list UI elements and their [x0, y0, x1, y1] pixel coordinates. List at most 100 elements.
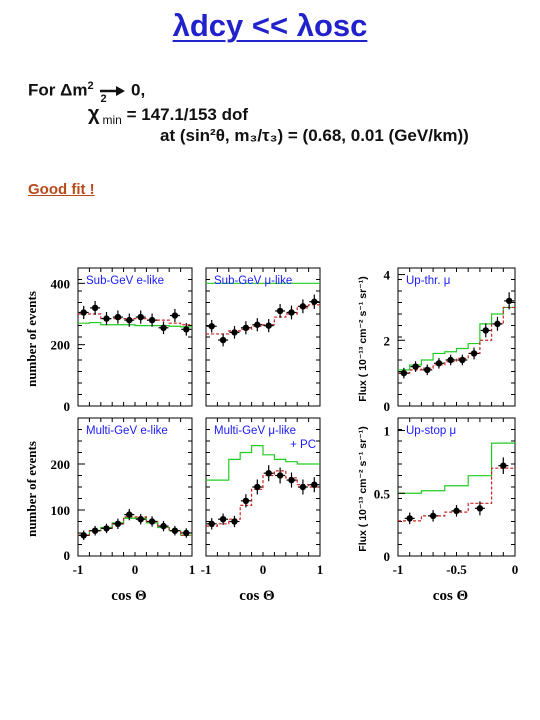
x-tick-label: 1 [189, 562, 196, 577]
data-point [231, 329, 238, 336]
data-point [242, 324, 250, 331]
y-tick-label: 2 [384, 333, 391, 348]
data-point [453, 507, 460, 515]
data-point [219, 516, 227, 523]
panel-frame [397, 417, 516, 557]
panel-label: Sub-GeV μ-like [214, 275, 292, 287]
x-tick-label: 0 [512, 562, 519, 577]
data-point [91, 527, 99, 534]
data-point [208, 520, 215, 527]
fit-dashed-line [78, 516, 192, 536]
superscript-2: 2 [87, 80, 94, 92]
data-point [148, 518, 156, 525]
data-point [183, 326, 190, 333]
data-point [219, 336, 227, 344]
data-point [231, 518, 238, 525]
panel-frame [397, 267, 516, 407]
y-tick-label: 0 [384, 399, 391, 414]
data-point [208, 323, 215, 330]
x-tick-label: -1 [201, 562, 212, 577]
data-point [311, 481, 318, 488]
x-tick-label: 0 [260, 562, 267, 577]
panel-label-2: + PC [290, 439, 316, 451]
fit-dashed-line [398, 306, 515, 374]
data-point [171, 312, 179, 319]
arrow-icon [100, 86, 126, 97]
data-point [265, 470, 272, 477]
data-point [242, 497, 250, 504]
no-oscillation-line [398, 442, 515, 494]
panel-frame [77, 267, 193, 407]
y-tick-label: 0 [64, 548, 71, 563]
data-point [265, 322, 272, 329]
y-axis-label: number of events [24, 441, 39, 537]
chi-symbol: χ [88, 103, 100, 125]
x-axis-label: cos Θ [239, 588, 274, 604]
data-point [254, 483, 261, 491]
data-point [276, 472, 284, 479]
y-tick-label: 4 [384, 268, 391, 283]
data-point [183, 529, 190, 537]
panel-1 [77, 267, 193, 407]
y-tick-label: 400 [51, 276, 71, 291]
data-point [160, 522, 167, 530]
data-point [160, 324, 167, 331]
data-point [424, 366, 431, 374]
data-point [91, 304, 99, 312]
data-point [114, 520, 122, 527]
x-axis-label: cos Θ [111, 588, 146, 604]
data-point [476, 505, 484, 512]
for-line: For Δm2 0, [28, 80, 145, 101]
panel-3 [397, 267, 516, 407]
data-point [447, 356, 454, 364]
data-point [103, 315, 110, 322]
y-tick-label: 0 [64, 399, 71, 414]
x-axis-label: cos Θ [433, 588, 468, 604]
data-point [435, 360, 443, 367]
panel-4 [77, 417, 193, 557]
panel-label: Up-stop μ [406, 425, 456, 437]
no-oscillation-line [398, 306, 515, 371]
y-tick-label: 100 [51, 503, 71, 518]
data-point [148, 316, 156, 324]
data-point [276, 307, 284, 315]
fit-dashed-line [78, 313, 192, 326]
data-point [400, 369, 408, 377]
data-point [482, 327, 489, 334]
y-axis-label: number of events [24, 291, 39, 387]
y-tick-label: 1 [384, 424, 391, 439]
data-point [137, 516, 144, 523]
data-point [288, 309, 295, 316]
data-point [429, 512, 437, 520]
data-point [494, 320, 501, 328]
at-line: at (sin²θ, m₃/τ₃) = (0.68, 0.01 (GeV/km)… [160, 126, 469, 145]
data-point [254, 321, 261, 328]
for-label: For Δm [28, 80, 88, 100]
data-point [126, 511, 133, 518]
x-tick-label: 0 [132, 562, 139, 577]
x-tick-label: 1 [317, 562, 324, 577]
data-point [126, 316, 133, 324]
data-point [505, 297, 513, 305]
data-point [114, 313, 122, 321]
data-point [311, 298, 318, 305]
chi-value: = 147.1/153 dof [126, 105, 249, 124]
panel-6 [397, 417, 516, 557]
data-point [103, 525, 110, 532]
no-oscillation-line [78, 321, 192, 328]
fit-dashed-line [206, 470, 320, 527]
panel-label: Multi-GeV μ-like [214, 425, 296, 437]
x-tick-label: -1 [73, 562, 84, 577]
zero-label: 0, [131, 80, 146, 100]
y-axis-label: Flux ( 10⁻¹³ cm⁻² s⁻¹ sr⁻¹) [357, 276, 369, 401]
chi-superscript: 2 [100, 93, 107, 105]
x-tick-label: -0.5 [446, 562, 467, 577]
no-oscillation-line [206, 445, 320, 481]
data-point [80, 532, 87, 539]
data-point [299, 483, 307, 491]
panel-label: Up-thr. μ [406, 275, 450, 287]
y-tick-label: 200 [51, 457, 71, 472]
data-point [412, 363, 419, 370]
data-point [288, 476, 295, 484]
